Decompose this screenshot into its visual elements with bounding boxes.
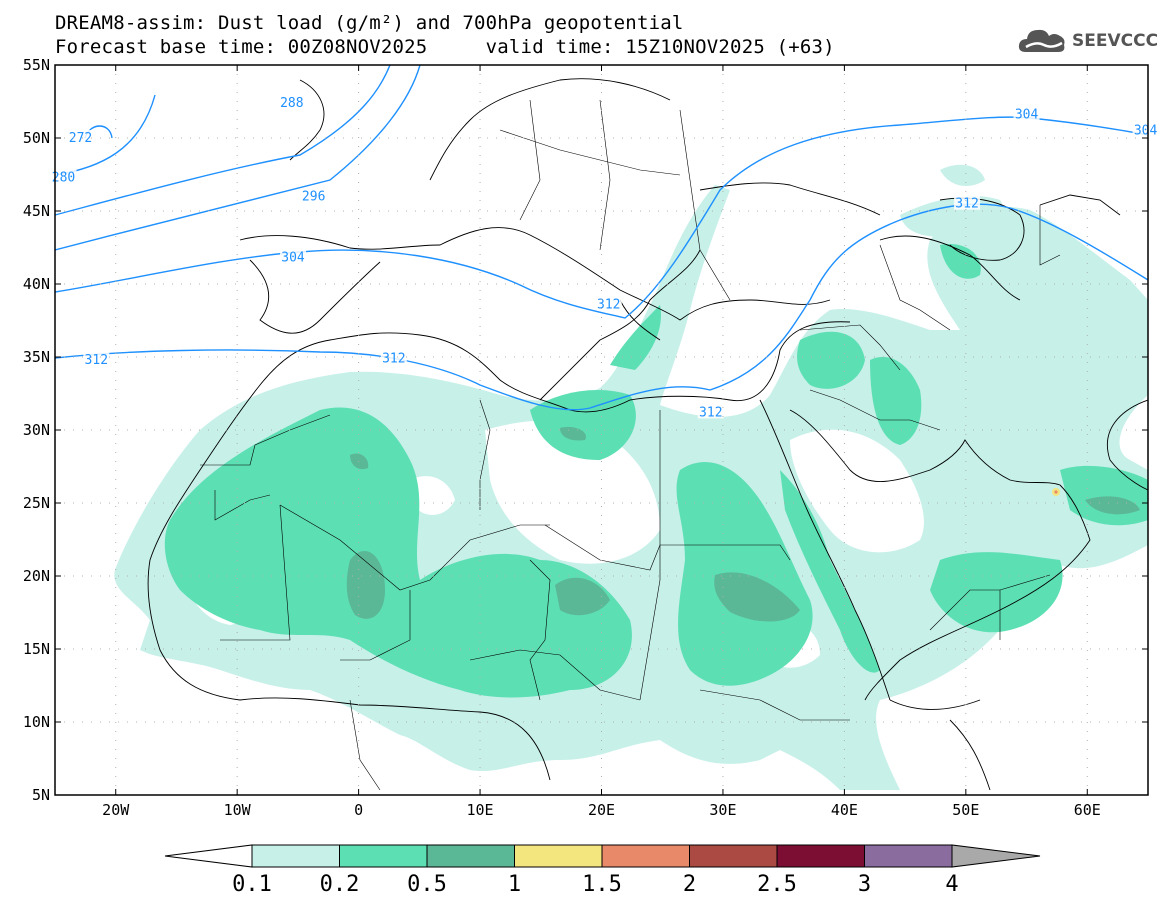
contour-label: 304: [1015, 108, 1039, 123]
logo-text: SEEVCCC: [1072, 31, 1159, 51]
lon-tick-label: 60E: [1074, 801, 1101, 819]
colorbar-label: 4: [945, 872, 958, 897]
colorbar-label: 1: [508, 872, 521, 897]
lat-tick-label: 5N: [32, 786, 50, 804]
lon-tick-label: 40E: [831, 801, 858, 819]
lat-tick-label: 45N: [23, 202, 50, 220]
lon-tick-label: 30E: [709, 801, 736, 819]
lat-tick-label: 55N: [23, 56, 50, 74]
seevccc-logo: SEEVCCC: [1018, 26, 1158, 56]
colorbar-label: 0.1: [232, 872, 272, 897]
lon-tick-label: 20W: [102, 801, 130, 819]
lat-tick-label: 30N: [23, 421, 50, 439]
colorbar-swatch: [251, 844, 340, 868]
contour-label: 288: [280, 96, 303, 111]
lon-tick-label: 50E: [952, 801, 979, 819]
contour-label-bg: [278, 94, 305, 109]
contour-label: 312: [955, 197, 978, 212]
colorbar-label: 1.5: [582, 872, 622, 897]
dust-load-peak: [1052, 488, 1060, 496]
contour-label-bg: [595, 296, 622, 311]
contour-labels: 272 280 288 296 304 304 304 312 312 312 312 312: [50, 94, 1159, 420]
lat-tick-label: 20N: [23, 567, 50, 585]
map-title: DREAM8-assim: Dust load (g/m²) and 700hP…: [55, 12, 684, 34]
contour-label: 312: [597, 297, 620, 312]
contour-label: 304: [1134, 124, 1158, 139]
lat-tick-label: 35N: [23, 348, 50, 366]
colorbar-swatch: [864, 844, 953, 868]
contour-label-bg: [380, 350, 407, 365]
lon-tick-label: 10E: [467, 801, 494, 819]
colorbar-swatch: [514, 844, 603, 868]
contour-label-bg: [697, 404, 724, 419]
contour-label-bg: [50, 169, 77, 184]
dust-load-heavy: [346, 426, 1140, 622]
cloud-icon: [1018, 29, 1065, 52]
contour-label-bg: [83, 351, 110, 366]
lat-tick-label: 25N: [23, 494, 50, 512]
lon-tick-label: 10W: [224, 801, 252, 819]
lat-tick-label: 40N: [23, 275, 50, 293]
contour-label: 296: [302, 189, 325, 204]
colorbar-swatch: [776, 844, 865, 868]
contour-label-bg: [67, 130, 94, 144]
colorbar-swatch: [689, 844, 778, 868]
colorbar-label: 3: [858, 872, 871, 897]
lon-tick-label: 0: [354, 801, 363, 819]
map-layers: [55, 65, 1148, 791]
colorbar-label: 2.5: [757, 872, 797, 897]
lat-tick-label: 50N: [23, 129, 50, 147]
colorbar: 0.1 0.2 0.5 1 1.5 2 2.5 3 4: [164, 844, 1041, 897]
contour-label: 304: [281, 251, 305, 266]
contour-label-bg: [1132, 122, 1159, 137]
colorbar-label: 0.2: [320, 872, 360, 897]
coastlines: [147, 78, 1148, 791]
map-subtitle: Forecast base time: 00Z08NOV2025 valid t…: [55, 36, 835, 58]
lat-tick-label: 10N: [23, 713, 50, 731]
colorbar-label: 2: [683, 872, 696, 897]
axis-ticks: 55N 50N 45N 40N 35N 30N 25N 20N 15N 10N 5N 20W 10W 0 1…: [23, 56, 1148, 819]
contour-label-bg: [280, 249, 307, 264]
contour-label-bg: [954, 195, 981, 210]
contour-label: 312: [85, 353, 108, 368]
contour-label: 272: [69, 131, 92, 146]
contour-label: 312: [382, 351, 405, 366]
colorbar-swatch: [339, 844, 428, 868]
lat-tick-label: 15N: [23, 640, 50, 658]
lon-tick-label: 20E: [588, 801, 615, 819]
colorbar-swatch: [426, 844, 515, 868]
colorbar-extend-low: [164, 844, 253, 868]
colorbar-swatch: [601, 844, 690, 868]
contour-label-bg: [1013, 106, 1040, 121]
colorbar-extend-high: [951, 844, 1041, 868]
contour-label: 312: [699, 405, 722, 420]
borders: [200, 99, 1061, 791]
contour-label: 280: [52, 170, 75, 185]
colorbar-label: 0.5: [407, 872, 447, 897]
contour-label-bg: [300, 188, 327, 203]
